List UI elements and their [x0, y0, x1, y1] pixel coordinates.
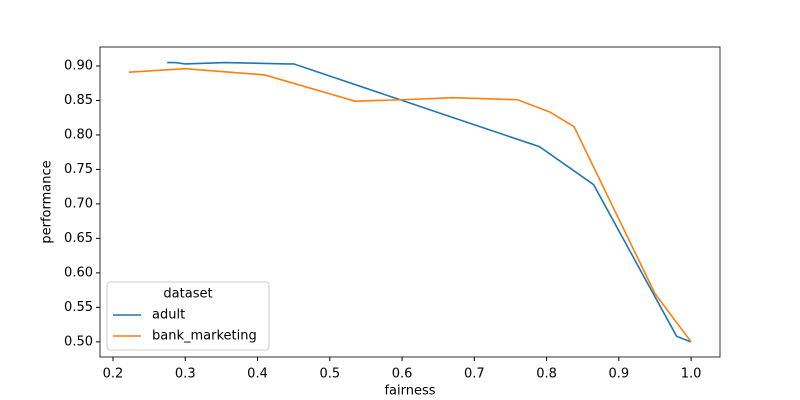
y-tick-label: 0.75 [64, 162, 93, 177]
line [128, 67, 692, 343]
line [167, 61, 692, 343]
y-tick-label: 0.55 [64, 300, 93, 315]
x-tick-label: 1.0 [681, 367, 702, 382]
y-tick-label: 0.65 [64, 231, 93, 246]
x-tick-label: 0.2 [103, 367, 124, 382]
y-tick-label: 0.50 [64, 334, 93, 349]
y-tick-label: 0.70 [64, 196, 93, 211]
legend-label: bank_marketing [152, 329, 257, 344]
x-tick-label: 0.4 [247, 367, 268, 382]
x-tick-label: 0.7 [464, 367, 485, 382]
y-tick-label: 0.90 [64, 58, 93, 73]
x-tick-label: 0.3 [175, 367, 196, 382]
x-tick-label: 0.6 [392, 367, 413, 382]
x-tick-label: 0.8 [536, 367, 557, 382]
plot-frame [99, 46, 721, 358]
x-tick-label: 0.5 [319, 367, 340, 382]
legend-box [106, 281, 270, 351]
x-tick-label: 0.9 [608, 367, 629, 382]
legend-label: adult [152, 308, 185, 323]
y-axis-label: performance [40, 160, 55, 243]
y-tick-label: 0.60 [64, 265, 93, 280]
y-tick-label: 0.85 [64, 93, 93, 108]
y-tick-label: 0.80 [64, 127, 93, 142]
legend-title: dataset [163, 287, 212, 302]
x-axis-label: fairness [384, 384, 435, 399]
